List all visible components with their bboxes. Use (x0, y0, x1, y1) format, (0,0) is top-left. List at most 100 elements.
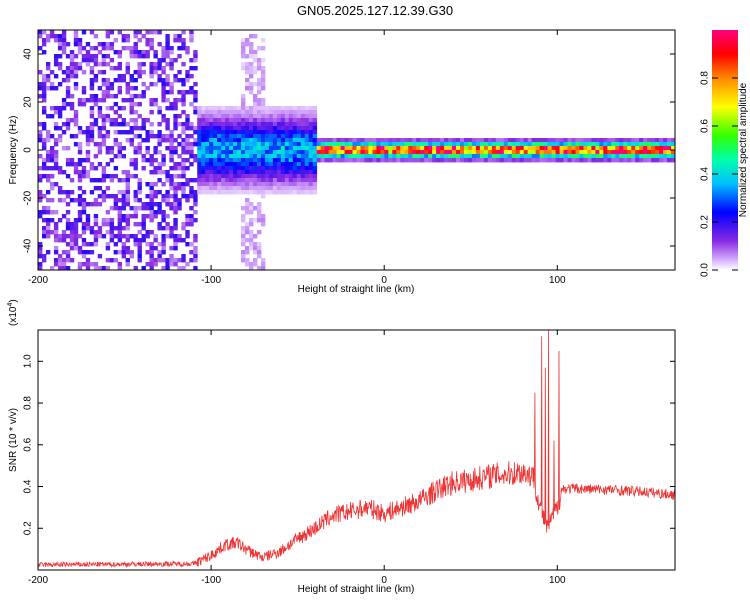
heatmap-cell (61, 198, 67, 203)
heatmap-cell (169, 138, 174, 143)
y-tick-label: 20 (23, 96, 34, 108)
heatmap-cell (153, 150, 158, 155)
heatmap-cell (245, 210, 250, 215)
heatmap-cell (245, 202, 250, 207)
heatmap-cell (101, 170, 107, 175)
heatmap-cell (559, 142, 564, 147)
heatmap-cell (113, 118, 119, 123)
heatmap-cell (623, 138, 628, 143)
heatmap-cell (635, 138, 640, 143)
heatmap-cell (193, 190, 198, 195)
heatmap-cell (245, 146, 250, 151)
heatmap-cell (145, 30, 150, 35)
heatmap-cell (547, 142, 552, 147)
heatmap-cell (316, 138, 322, 143)
heatmap-cell (101, 70, 107, 75)
heatmap-cell (133, 102, 138, 107)
heatmap-cell (252, 134, 258, 139)
heatmap-cell (483, 146, 489, 151)
heatmap-cell (38, 210, 43, 215)
heatmap-cell (193, 178, 198, 183)
heatmap-cell (467, 142, 473, 147)
heatmap-cell (221, 170, 226, 175)
heatmap-cell (169, 158, 174, 163)
heatmap-cell (332, 158, 337, 163)
heatmap-cell (177, 34, 182, 39)
heatmap-cell (201, 138, 206, 143)
heatmap-cell (137, 206, 142, 211)
heatmap-cell (336, 150, 341, 155)
heatmap-cell (233, 110, 238, 115)
heatmap-cell (57, 262, 63, 267)
heatmap-cell (288, 182, 294, 187)
heatmap-cell (137, 146, 142, 151)
heatmap-cell (225, 166, 230, 171)
heatmap-cell (205, 146, 210, 151)
heatmap-cell (173, 234, 178, 239)
heatmap-cell (300, 114, 306, 119)
heatmap-cell (252, 54, 258, 59)
heatmap-cell (193, 82, 198, 87)
heatmap-cell (213, 118, 218, 123)
heatmap-cell (53, 86, 59, 91)
heatmap-cell (260, 58, 266, 63)
heatmap-cell (53, 162, 59, 167)
heatmap-cell (161, 54, 166, 59)
heatmap-cell (583, 158, 588, 163)
heatmap-cell (663, 150, 668, 155)
heatmap-cell (169, 58, 174, 63)
heatmap-cell (45, 62, 51, 67)
heatmap-cell (201, 182, 206, 187)
heatmap-cell (65, 70, 71, 75)
heatmap-cell (45, 158, 51, 163)
heatmap-cell (161, 154, 166, 159)
heatmap-cell (93, 142, 99, 147)
heatmap-cell (153, 246, 158, 251)
heatmap-cell (245, 54, 250, 59)
heatmap-cell (93, 58, 99, 63)
heatmap-cell (137, 142, 142, 147)
heatmap-cell (260, 86, 266, 91)
heatmap-cell (487, 146, 493, 151)
heatmap-cell (456, 146, 461, 151)
heatmap-cell (157, 74, 162, 79)
heatmap-cell (193, 218, 198, 223)
heatmap-cell (73, 222, 79, 227)
x-tick-label: 100 (549, 275, 566, 286)
heatmap-cell (372, 154, 377, 159)
heatmap-cell (61, 42, 67, 47)
heatmap-cell (157, 250, 162, 255)
heatmap-cell (73, 246, 79, 251)
heatmap-cell (241, 214, 246, 219)
heatmap-cell (256, 134, 262, 139)
heatmap-cell (296, 154, 302, 159)
heatmap-cell (117, 226, 123, 231)
heatmap-cell (284, 154, 290, 159)
heatmap-cell (380, 150, 385, 155)
heatmap-cell (133, 206, 138, 211)
heatmap-cell (69, 74, 75, 79)
heatmap-cell (169, 146, 174, 151)
heatmap-cell (157, 190, 162, 195)
heatmap-cell (77, 46, 83, 51)
heatmap-cell (85, 98, 91, 103)
heatmap-cell (157, 258, 162, 263)
heatmap-cell (452, 150, 457, 155)
heatmap-cell (81, 46, 87, 51)
heatmap-cell (65, 54, 71, 59)
heatmap-cell (460, 154, 465, 159)
heatmap-cell (185, 150, 190, 155)
heatmap-cell (491, 142, 497, 147)
heatmap-cell (165, 262, 170, 267)
heatmap-cell (77, 142, 83, 147)
heatmap-cell (137, 190, 142, 195)
heatmap-cell (181, 90, 186, 95)
heatmap-cell (312, 190, 318, 195)
heatmap-cell (292, 150, 298, 155)
heatmap-cell (659, 146, 664, 151)
heatmap-cell (173, 122, 178, 127)
heatmap-cell (249, 118, 254, 123)
heatmap-cell (149, 38, 154, 43)
heatmap-cell (137, 70, 142, 75)
heatmap-cell (312, 178, 318, 183)
